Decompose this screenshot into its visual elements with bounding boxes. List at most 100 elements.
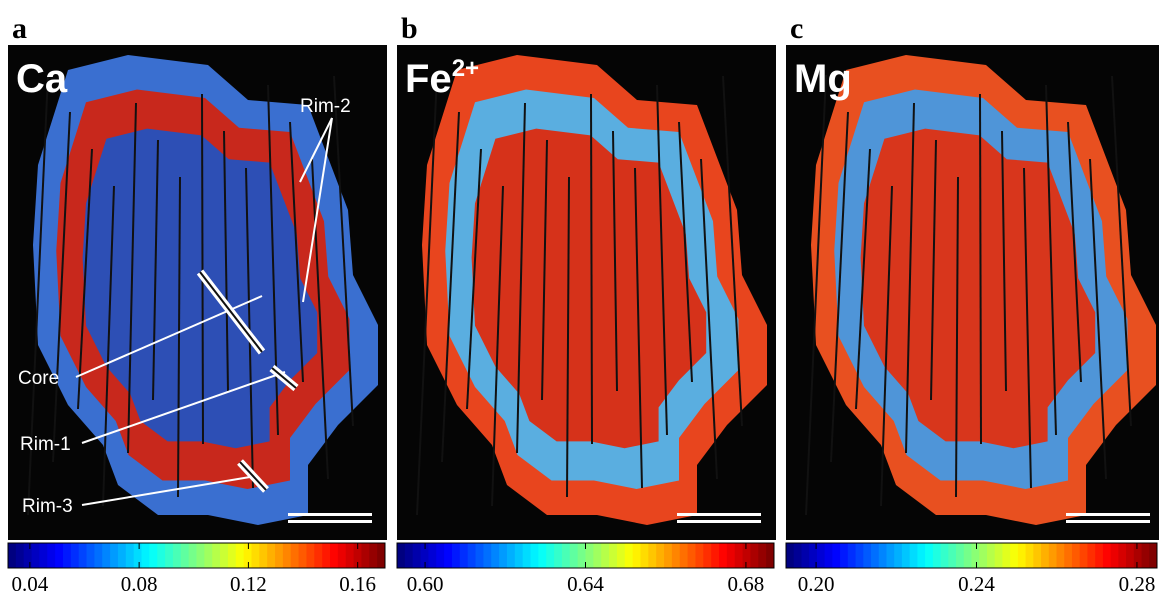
- crack: [1111, 75, 1132, 427]
- colorbar-step: [656, 543, 665, 568]
- annotation-leader: [81, 371, 286, 444]
- colorbar-step: [180, 543, 190, 568]
- element-superscript: 2+: [452, 55, 479, 82]
- colorbar-step: [855, 543, 864, 568]
- colorbar-step: [15, 543, 25, 568]
- colorbar-step: [979, 543, 988, 568]
- crack: [52, 111, 71, 463]
- colorbar-step: [1095, 543, 1104, 568]
- colorbar-step: [824, 543, 833, 568]
- scale-bar: [1066, 513, 1150, 516]
- colorbar-step: [793, 543, 802, 568]
- colorbar-step: [530, 543, 539, 568]
- colorbar-step: [901, 543, 911, 568]
- crack: [905, 102, 915, 454]
- colorbar-step: [204, 543, 213, 568]
- colorbar-step: [397, 543, 406, 568]
- crack: [634, 167, 643, 489]
- annotation-label: Rim-2: [300, 96, 351, 117]
- colorbar-step: [172, 543, 182, 568]
- colorbar-step: [62, 543, 72, 568]
- crack: [77, 148, 93, 410]
- crack: [201, 93, 204, 445]
- colorbar-step: [1064, 543, 1073, 568]
- crack: [491, 185, 504, 507]
- colorbar-step: [491, 543, 500, 568]
- colorbar-step: [412, 543, 422, 568]
- crack: [102, 185, 115, 507]
- colorbar-step: [47, 543, 56, 568]
- colorbar-step: [220, 543, 229, 568]
- colorbar-tick-label: 0.12: [230, 572, 267, 596]
- colorbar-step: [609, 543, 618, 568]
- colorbar-step: [1041, 543, 1050, 568]
- crack: [289, 121, 304, 383]
- colorbar-step: [585, 543, 594, 568]
- colorbar-step: [459, 543, 469, 568]
- colorbar-step: [298, 543, 307, 568]
- colorbar-step: [742, 543, 751, 568]
- colorbar-step: [444, 543, 453, 568]
- colorbar-step: [616, 543, 626, 568]
- colorbar-step: [863, 543, 872, 568]
- grain-map: [805, 55, 1156, 525]
- colorbar-step: [971, 543, 980, 568]
- colorbar-step: [932, 543, 942, 568]
- crack: [656, 84, 668, 436]
- colorbar-step: [467, 543, 477, 568]
- colorbar-step: [1025, 543, 1034, 568]
- crack: [177, 176, 181, 498]
- colorbar-step: [337, 543, 347, 568]
- crack: [1067, 121, 1082, 383]
- crack: [855, 148, 871, 410]
- colorbar-step: [1118, 543, 1127, 568]
- colorbar-step: [695, 543, 704, 568]
- colorbar-step: [956, 543, 965, 568]
- scale-bar: [288, 520, 372, 523]
- crack: [1045, 84, 1057, 436]
- crack: [930, 139, 937, 401]
- colorbar-step: [306, 543, 315, 568]
- colorbar-frame: [785, 542, 1158, 569]
- colorbar-step: [267, 543, 276, 568]
- crack: [245, 167, 254, 489]
- colorbar-tick-label: 0.04: [11, 572, 48, 596]
- grain-map: [416, 55, 767, 525]
- scale-bar: [677, 513, 761, 516]
- grain-zone: [471, 128, 707, 449]
- colorbar-tick-label: 0.68: [728, 572, 765, 596]
- crack: [955, 176, 959, 498]
- annotation-label: Rim-1: [20, 434, 71, 455]
- colorbar-tick-label: 0.64: [567, 572, 604, 596]
- colorbar-step: [369, 543, 378, 568]
- colorbar-step: [86, 543, 95, 568]
- colorbar-tick-label: 0.60: [407, 572, 444, 596]
- colorbar-step: [196, 543, 205, 568]
- colorbar-step: [726, 543, 736, 568]
- colorbar-step: [601, 543, 610, 568]
- colorbar-step: [188, 543, 197, 568]
- colorbar-step: [1149, 543, 1158, 568]
- element-label: Fe2+: [405, 55, 479, 101]
- colorbar-step: [1126, 543, 1135, 568]
- colorbar-step: [251, 543, 260, 568]
- annotation-label: Core: [18, 368, 59, 389]
- colorbar-step: [1056, 543, 1065, 568]
- crack: [590, 93, 593, 445]
- colorbar-step: [1102, 543, 1112, 568]
- colorbar-step: [290, 543, 300, 568]
- crack: [805, 74, 827, 516]
- colorbar-step: [664, 543, 673, 568]
- colorbar-step: [561, 543, 571, 568]
- crack: [333, 75, 354, 427]
- colorbar-tick-label: 0.28: [1119, 572, 1156, 596]
- colorbar-step: [640, 543, 649, 568]
- colorbar-step: [117, 543, 127, 568]
- colorbar-step: [909, 543, 918, 568]
- scale-bar: [1066, 520, 1150, 523]
- crack: [566, 176, 570, 498]
- colorbar-step: [940, 543, 949, 568]
- colorbar-step: [766, 543, 775, 568]
- crack: [466, 148, 482, 410]
